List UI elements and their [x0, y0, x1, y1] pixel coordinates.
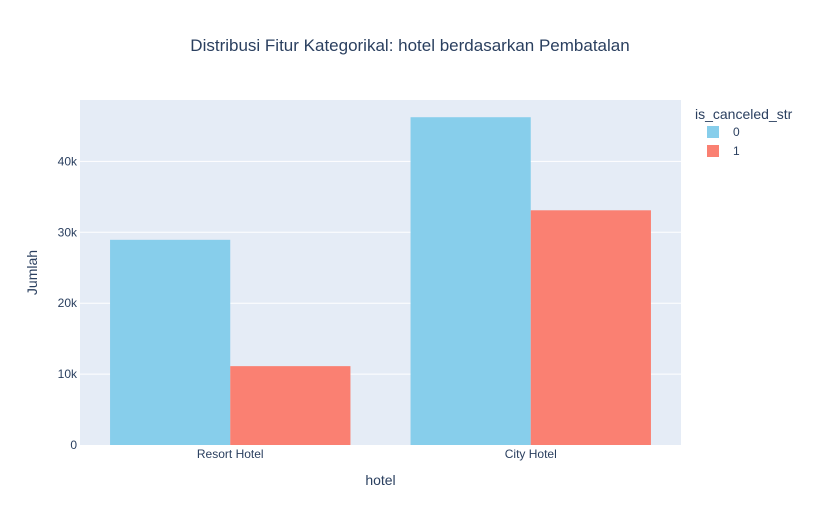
y-axis-title: Jumlah: [24, 250, 40, 295]
legend-label: 0: [733, 125, 740, 139]
bar: [530, 210, 651, 445]
y-tick-label: 20k: [58, 296, 78, 310]
x-axis-title: hotel: [365, 472, 395, 488]
legend-swatch: [707, 145, 719, 157]
bars: [110, 117, 651, 445]
y-axis-ticks: 0 10k 20k 30k 40k: [58, 154, 78, 452]
legend-label: 1: [733, 144, 740, 158]
x-tick-label: City Hotel: [505, 447, 557, 461]
x-tick-label: Resort Hotel: [197, 447, 264, 461]
legend-title: is_canceled_str: [695, 106, 793, 122]
legend: is_canceled_str 0 1: [695, 106, 793, 158]
x-axis-ticks: Resort Hotel City Hotel: [197, 447, 557, 461]
legend-swatch: [707, 126, 719, 138]
chart-title: Distribusi Fitur Kategorikal: hotel berd…: [190, 36, 629, 55]
y-tick-label: 10k: [58, 367, 78, 381]
y-tick-label: 30k: [58, 225, 78, 239]
bar: [410, 117, 531, 445]
y-tick-label: 0: [70, 438, 77, 452]
y-tick-label: 40k: [58, 154, 78, 168]
bar: [110, 239, 231, 445]
bar: [230, 366, 351, 445]
